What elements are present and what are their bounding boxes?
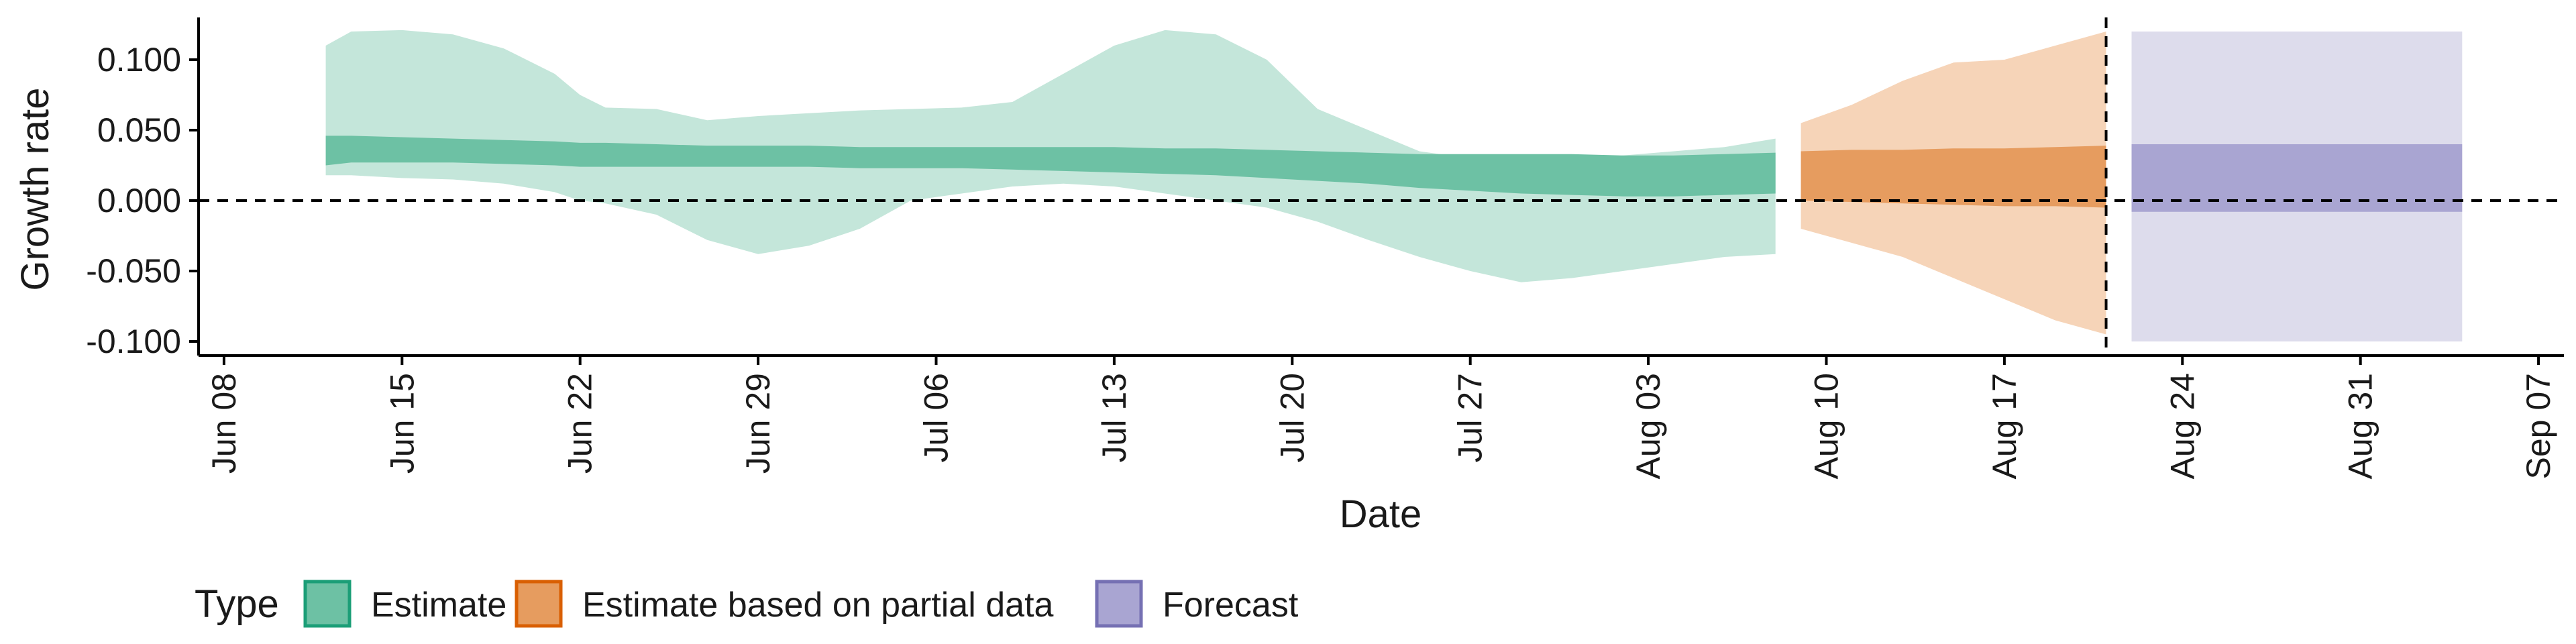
legend-label-estimate-based-on-partial-data: Estimate based on partial data [582, 586, 1054, 625]
x-axis-title: Date [1340, 492, 1422, 536]
x-tick-label: Jun 08 [205, 373, 243, 474]
x-tick-label: Jun 15 [383, 373, 421, 474]
y-tick-label: -0.100 [86, 323, 181, 360]
x-tick-label: Aug 17 [1986, 373, 2023, 479]
legend-key-forecast [1095, 580, 1143, 628]
legend-key-estimate-based-on-partial-data [515, 580, 563, 628]
x-tick-label: Aug 10 [1807, 373, 1845, 479]
legend-title: Type [195, 582, 279, 626]
legend-label-forecast: Forecast [1163, 586, 1299, 625]
band-inner-partial [1801, 146, 2106, 208]
legend-label-estimate: Estimate [371, 586, 506, 625]
y-tick-label: 0.000 [97, 182, 181, 219]
axes: 0.100 0.050 0.000 -0.050 -0.100 Jun 08 Jun 15 J… [86, 17, 2564, 479]
legend: Type Estimate Estimate based on partial d… [195, 580, 1299, 628]
legend-key-estimate [303, 580, 352, 628]
x-tick-label: Jul 20 [1273, 373, 1311, 462]
x-tick-label: Sep 07 [2520, 373, 2557, 479]
band-layer [325, 30, 2463, 341]
x-tick-label: Aug 24 [2163, 373, 2201, 479]
x-tick-label: Jul 27 [1452, 373, 1489, 462]
x-tick-label: Aug 31 [2342, 373, 2379, 479]
x-tick-label: Jun 29 [739, 373, 777, 474]
band-inner-estimate [325, 136, 1776, 197]
x-tick-label: Jun 22 [561, 373, 599, 474]
y-tick-label: 0.050 [97, 111, 181, 149]
y-tick-label: -0.050 [86, 252, 181, 290]
x-tick-label: Aug 03 [1629, 373, 1667, 479]
reference-lines [199, 17, 2564, 356]
y-axis-title: Growth rate [13, 88, 57, 291]
x-tick-label: Jul 06 [918, 373, 955, 462]
band-inner-forecast [2131, 144, 2463, 212]
x-tick-label: Jul 13 [1095, 373, 1133, 462]
y-tick-label: 0.100 [97, 41, 181, 78]
